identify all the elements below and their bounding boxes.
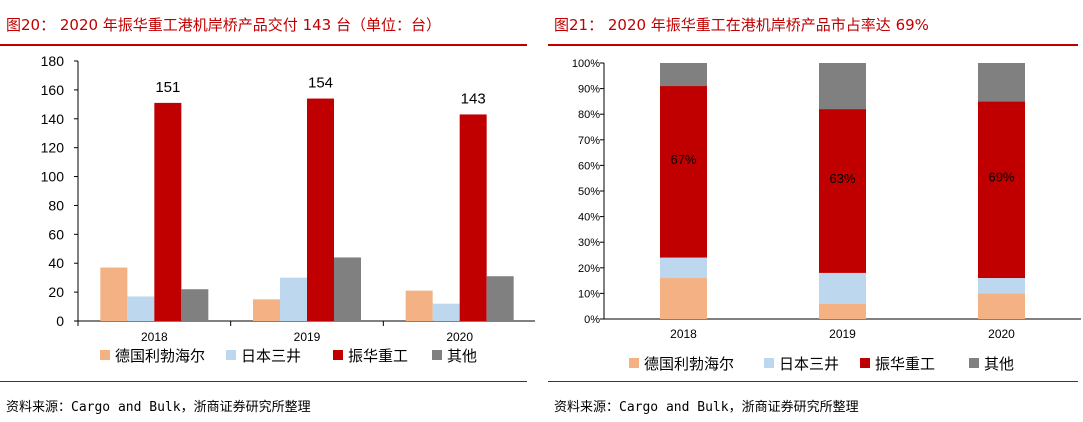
x-tick-label: 2018 — [141, 330, 168, 344]
x-tick-label: 2018 — [670, 327, 697, 341]
legend-label: 日本三井 — [241, 348, 301, 365]
y-tick-label: 20 — [48, 284, 64, 300]
stacked-bar-segment — [660, 86, 707, 258]
legend-swatch — [226, 350, 236, 360]
source-note: 资料来源：Cargo and Bulk，浙商证券研究所整理 — [6, 400, 311, 415]
legend-swatch — [333, 350, 343, 360]
y-tick-label: 100 — [41, 169, 65, 185]
y-tick-label: 20% — [578, 263, 600, 275]
legend-label: 德国利勃海尔 — [644, 355, 734, 373]
legend-label: 振华重工 — [875, 356, 935, 373]
y-tick-label: 120 — [41, 140, 65, 156]
stacked-bar-segment — [819, 63, 866, 110]
stacked-bar-segment — [660, 278, 707, 319]
y-tick-label: 180 — [41, 53, 65, 69]
data-label: 154 — [308, 75, 333, 92]
bar — [334, 257, 361, 321]
legend-label: 其他 — [447, 348, 477, 365]
title-underline — [548, 44, 1078, 46]
y-tick-label: 160 — [41, 82, 65, 98]
source-divider — [548, 381, 1078, 382]
x-tick-label: 2019 — [829, 327, 856, 341]
legend-label: 振华重工 — [348, 348, 408, 365]
legend-swatch — [860, 358, 870, 368]
bar — [486, 276, 514, 321]
y-tick-label: 40 — [48, 255, 64, 271]
bar-chart-deliveries: 0 20 40 60 80 100 120 140 160 180 2018 151 2019 154 20… — [41, 53, 535, 365]
legend-label: 德国利勃海尔 — [115, 347, 205, 365]
y-tick-label: 0 — [56, 313, 64, 329]
data-label: 143 — [461, 90, 486, 107]
data-label: 67% — [670, 152, 696, 167]
bar — [181, 289, 209, 321]
y-tick-label: 100% — [572, 58, 600, 70]
legend-label: 其他 — [984, 356, 1014, 373]
legend-swatch — [629, 358, 639, 368]
stacked-bar-segment — [819, 303, 866, 319]
data-label: 63% — [829, 171, 855, 186]
figure-20-title: 图20： 2020 年振华重工港机岸桥产品交付 143 台（单位：台） — [6, 16, 441, 34]
stacked-bar-segment — [978, 293, 1025, 319]
legend-swatch — [764, 358, 774, 368]
stacked-bar-segment — [978, 101, 1025, 279]
y-tick-label: 0% — [584, 314, 600, 326]
bar — [405, 290, 433, 321]
y-tick-label: 40% — [578, 212, 600, 224]
bar — [253, 299, 280, 321]
legend-swatch — [969, 358, 979, 368]
y-tick-label: 10% — [578, 288, 600, 300]
stacked-bar-segment — [819, 272, 866, 304]
y-tick-label: 30% — [578, 237, 600, 249]
x-tick-label: 2020 — [446, 330, 473, 344]
y-tick-label: 70% — [578, 135, 600, 147]
bar — [432, 303, 460, 321]
source-note: 资料来源：Cargo and Bulk，浙商证券研究所整理 — [554, 400, 859, 415]
source-divider — [0, 381, 527, 382]
data-label: 151 — [155, 79, 180, 96]
data-label: 69% — [988, 170, 1014, 185]
y-tick-label: 60 — [48, 226, 64, 242]
stacked-bar-chart-market-share: 0% 10% 20% 30% 40% 50% 60% 70% 80% 90% 100% 2018 67%… — [572, 58, 1081, 373]
bar — [459, 114, 487, 321]
y-tick-label: 90% — [578, 84, 600, 96]
stacked-bar-segment — [978, 278, 1025, 294]
y-tick-label: 80% — [578, 109, 600, 121]
bar — [127, 296, 155, 321]
bar — [154, 102, 182, 321]
legend-swatch — [100, 350, 110, 360]
y-tick-label: 80 — [48, 197, 64, 213]
bar — [100, 267, 128, 321]
stacked-bar-segment — [660, 63, 707, 87]
y-tick-label: 140 — [41, 111, 65, 127]
x-tick-label: 2020 — [988, 327, 1015, 341]
legend-swatch — [432, 350, 442, 360]
bar — [280, 277, 307, 321]
title-underline — [0, 44, 527, 46]
y-tick-label: 50% — [578, 186, 600, 198]
stacked-bar-segment — [978, 63, 1025, 102]
stacked-bar-segment — [819, 109, 866, 273]
figure-20-panel: 图20： 2020 年振华重工港机岸桥产品交付 143 台（单位：台） 0 20 4… — [0, 0, 535, 422]
y-tick-label: 60% — [578, 160, 600, 172]
bar — [307, 98, 334, 321]
stacked-bar-segment — [660, 257, 707, 279]
figure-21-title: 图21： 2020 年振华重工在港机岸桥产品市占率达 69% — [554, 16, 929, 34]
legend-label: 日本三井 — [779, 356, 839, 373]
figure-21-panel: 图21： 2020 年振华重工在港机岸桥产品市占率达 69% 0% 10% 20% 3… — [548, 0, 1083, 422]
x-tick-label: 2019 — [294, 330, 321, 344]
